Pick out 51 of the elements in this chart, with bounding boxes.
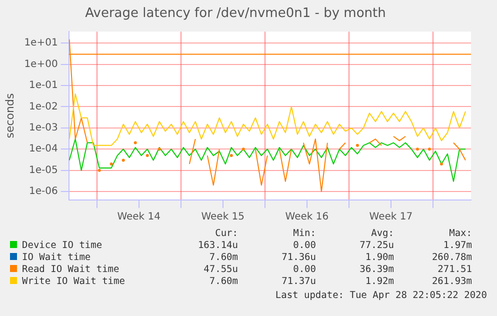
text: 163.14u xyxy=(196,240,239,252)
text: 47.55u xyxy=(202,264,239,276)
text: 1.90m xyxy=(364,252,395,264)
legend-label: Device IO time xyxy=(21,240,104,252)
y-tick-label: 1e-01 xyxy=(28,80,58,92)
text: 71.36u xyxy=(280,252,317,264)
point xyxy=(146,154,149,158)
text: 260.78m xyxy=(430,252,473,264)
text: Last update: Tue Apr 28 22:05:22 2020 xyxy=(275,290,487,301)
text: 271.51 xyxy=(436,264,473,276)
text: 7.60m xyxy=(208,276,239,288)
x-tick-label: Week 16 xyxy=(285,212,329,223)
x-tick-label: Week 15 xyxy=(201,212,245,223)
legend-label: Write IO Wait time xyxy=(21,276,126,288)
chart-title: Average latency for /dev/nvme0n1 - by month xyxy=(85,6,386,22)
point xyxy=(440,162,443,166)
text: Cur: xyxy=(214,228,239,240)
legend-label: IO Wait time xyxy=(21,252,92,264)
y-axis-title: seconds xyxy=(3,93,16,138)
y-tick-label: 1e-02 xyxy=(28,101,58,112)
y-tick-label: 1e-03 xyxy=(28,122,58,134)
text: 0.00 xyxy=(292,240,317,252)
x-tick-label: Week 17 xyxy=(369,212,413,223)
point xyxy=(98,168,101,172)
text: 77.25u xyxy=(358,240,395,252)
point xyxy=(122,158,125,162)
text: Avg: xyxy=(370,228,395,240)
text: 1.97m xyxy=(442,240,473,252)
text: Max: xyxy=(448,228,473,240)
text: 36.39m xyxy=(358,264,395,276)
point xyxy=(110,162,113,166)
text: 0.00 xyxy=(292,264,317,276)
y-tick-label: 1e+00 xyxy=(24,58,58,70)
text: 261.93m xyxy=(430,276,473,288)
x-tick-label: Week 14 xyxy=(117,212,161,223)
point xyxy=(158,148,161,151)
y-tick-label: 1e+01 xyxy=(24,38,58,49)
text: Min: xyxy=(292,228,317,240)
legend-label: Read IO Wait time xyxy=(21,264,120,276)
text: 71.37u xyxy=(280,276,317,288)
point xyxy=(134,141,137,144)
point xyxy=(416,148,419,151)
text: 1.92m xyxy=(364,276,395,288)
y-tick-label: 1e-06 xyxy=(28,186,58,198)
y-tick-label: 1e-05 xyxy=(28,164,58,176)
point xyxy=(242,148,245,151)
text: 7.60m xyxy=(208,252,239,264)
point xyxy=(230,154,233,158)
point xyxy=(356,144,359,147)
point xyxy=(428,148,431,151)
y-tick-label: 1e-04 xyxy=(28,144,58,155)
